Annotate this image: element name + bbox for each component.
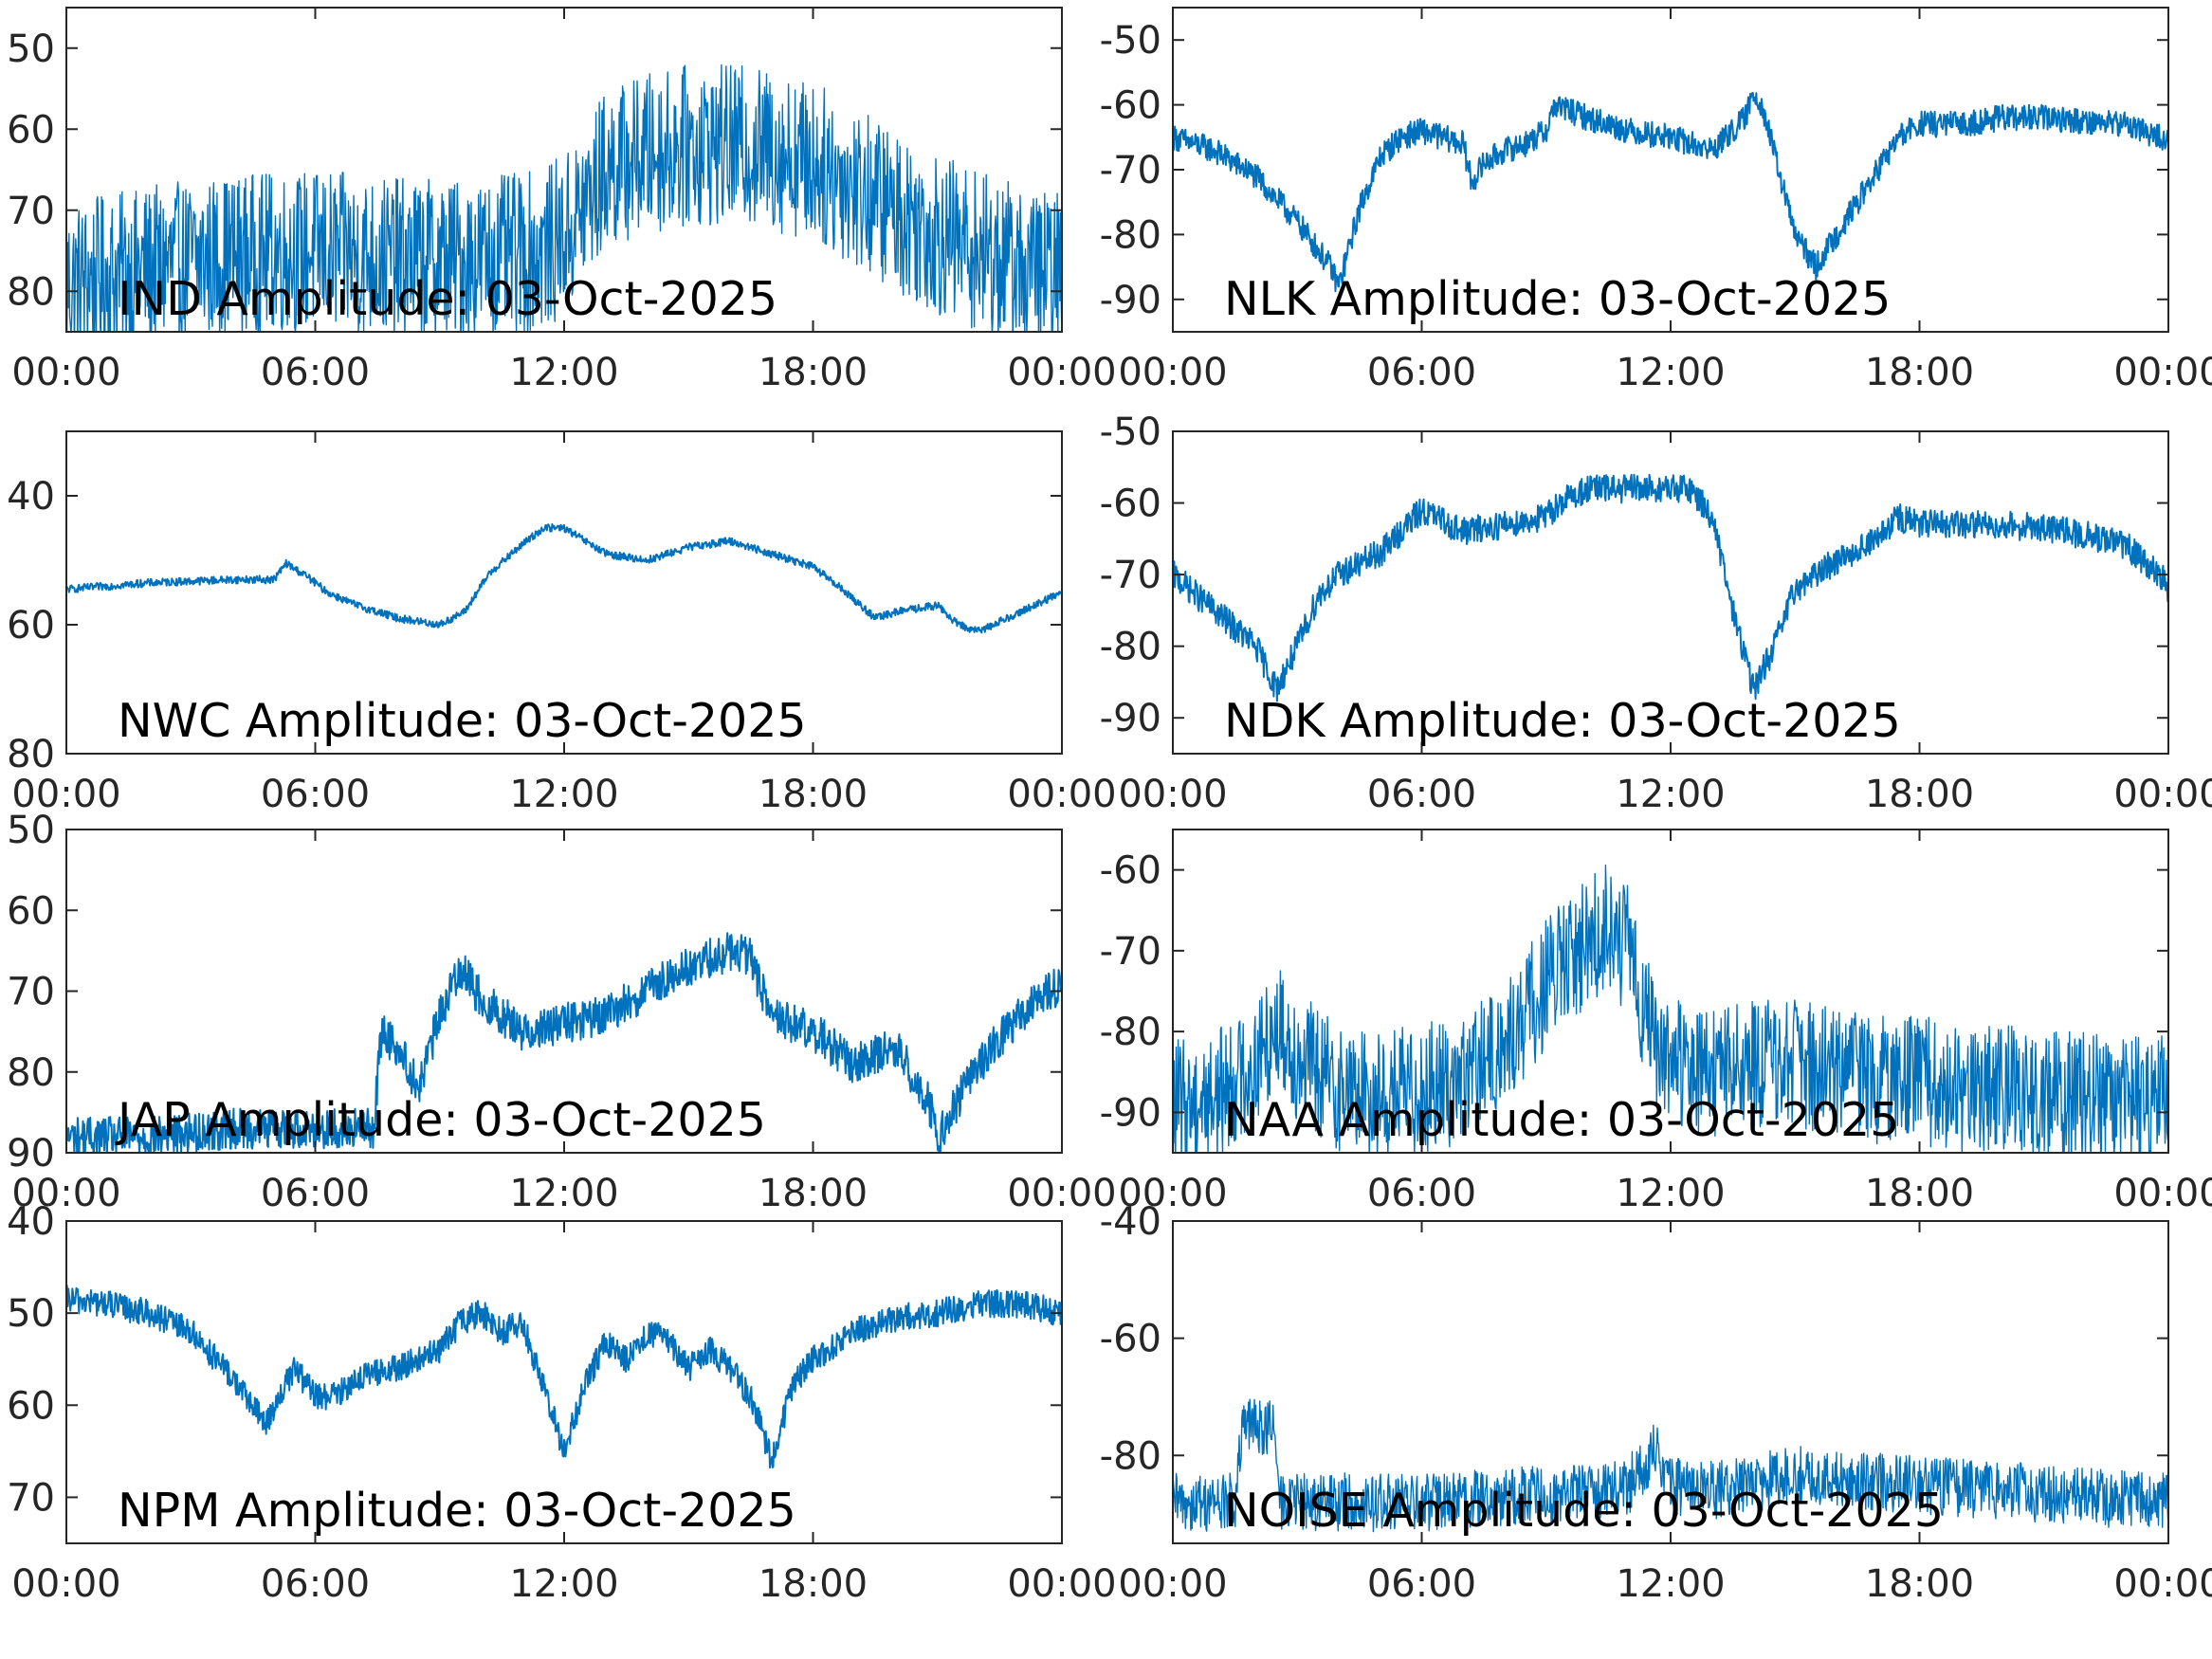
panel-title: NOISE Amplitude: 03-Oct-2025 (1224, 1484, 1944, 1538)
panel-0: 00:00 06:00 12:00 18:00 00:00 50 60 70 80 IND Amp… (7, 7, 1117, 394)
x-tick-label: 12:00 (1616, 1562, 1725, 1606)
x-tick-label: 06:00 (1367, 1562, 1476, 1606)
y-tick-label: -70 (1100, 149, 1161, 192)
y-tick-label: -80 (1100, 1011, 1161, 1054)
panel-2: 00:00 06:00 12:00 18:00 00:00 40 60 80 NWC Ampli… (7, 430, 1117, 816)
y-tick-label: -80 (1100, 626, 1161, 669)
y-tick-label: 60 (7, 108, 55, 152)
panel-7: 00:00 06:00 12:00 18:00 00:00 -40 -60 -80 NOISE … (1100, 1200, 2212, 1606)
x-tick-label: 12:00 (1616, 773, 1725, 816)
y-tick-label: 70 (7, 1476, 55, 1520)
x-tick-label: 00:00 (11, 773, 120, 816)
x-tick-label: 12:00 (509, 1172, 618, 1215)
y-tick-label: -60 (1100, 84, 1161, 128)
x-tick-label: 00:00 (1118, 351, 1227, 394)
x-tick-label: 18:00 (1865, 1562, 1974, 1606)
y-tick-label: 60 (7, 889, 55, 933)
x-tick-label: 12:00 (509, 773, 618, 816)
x-tick-label: 00:00 (1118, 1562, 1227, 1606)
series-line-noise (1173, 1398, 2168, 1533)
series-line-ndk (1173, 473, 2168, 702)
x-tick-label: 00:00 (1118, 1172, 1227, 1215)
y-tick-label: 50 (7, 27, 55, 71)
x-tick-label: 06:00 (261, 1172, 370, 1215)
series-line-npm (66, 1285, 1062, 1469)
x-tick-label: 00:00 (1118, 773, 1227, 816)
y-tick-label: 40 (7, 475, 55, 519)
x-tick-label: 18:00 (759, 1562, 868, 1606)
series-line-nwc (66, 523, 1062, 634)
panel-title: NLK Amplitude: 03-Oct-2025 (1224, 272, 1891, 326)
y-tick-label: 40 (7, 1200, 55, 1244)
panel-title: NDK Amplitude: 03-Oct-2025 (1224, 694, 1901, 748)
x-tick-label: 00:00 (1007, 1562, 1116, 1606)
panel-5: 00:00 06:00 12:00 18:00 00:00 -60 -70 -80 -90 NAA… (1100, 829, 2212, 1215)
y-tick-label: 80 (7, 733, 55, 776)
y-tick-label: 60 (7, 1384, 55, 1428)
x-tick-label: 18:00 (759, 351, 868, 394)
x-tick-label: 18:00 (759, 1172, 868, 1215)
series-line-naa (1173, 864, 2168, 1153)
y-tick-label: -60 (1100, 1318, 1161, 1361)
x-tick-label: 06:00 (261, 351, 370, 394)
y-tick-label: -50 (1100, 410, 1161, 454)
y-tick-label: -90 (1100, 279, 1161, 322)
x-tick-label: 18:00 (1865, 351, 1974, 394)
x-tick-label: 12:00 (1616, 1172, 1725, 1215)
x-tick-label: 06:00 (1367, 1172, 1476, 1215)
panel-title: NAA Amplitude: 03-Oct-2025 (1224, 1093, 1899, 1147)
x-tick-label: 18:00 (1865, 1172, 1974, 1215)
panel-1: 00:00 06:00 12:00 18:00 00:00 -50 -60 -70 -80 -90… (1100, 7, 2212, 394)
x-tick-label: 12:00 (509, 1562, 618, 1606)
x-tick-label: 00:00 (1007, 351, 1116, 394)
x-tick-label: 18:00 (759, 773, 868, 816)
panel-title: NPM Amplitude: 03-Oct-2025 (118, 1484, 796, 1538)
series-line-ind (66, 64, 1062, 332)
panel-title: JAP Amplitude: 03-Oct-2025 (115, 1093, 766, 1147)
x-tick-label: 00:00 (11, 1172, 120, 1215)
y-tick-label: 80 (7, 1051, 55, 1095)
y-tick-label: 80 (7, 270, 55, 314)
panel-title: IND Amplitude: 03-Oct-2025 (118, 272, 777, 326)
panel-title: NWC Amplitude: 03-Oct-2025 (118, 694, 807, 748)
panel-6: 00:00 06:00 12:00 18:00 00:00 40 50 60 70 NPM Amp… (7, 1200, 1117, 1606)
y-tick-label: -90 (1100, 1091, 1161, 1135)
y-tick-label: 70 (7, 971, 55, 1014)
x-tick-label: 00:00 (11, 351, 120, 394)
y-tick-label: -50 (1100, 19, 1161, 63)
x-tick-label: 00:00 (2113, 351, 2212, 394)
x-tick-label: 06:00 (1367, 351, 1476, 394)
series-line-nlk (1173, 92, 2168, 293)
x-tick-label: 06:00 (261, 1562, 370, 1606)
y-tick-label: -60 (1100, 483, 1161, 526)
x-tick-label: 00:00 (1007, 773, 1116, 816)
x-tick-label: 00:00 (2113, 1172, 2212, 1215)
x-tick-label: 00:00 (11, 1562, 120, 1606)
y-tick-label: 90 (7, 1132, 55, 1176)
x-tick-label: 12:00 (1616, 351, 1725, 394)
y-tick-label: -60 (1100, 849, 1161, 893)
panel-4: 00:00 06:00 12:00 18:00 00:00 50 60 70 80 90 JAP A… (7, 809, 1117, 1215)
x-tick-label: 00:00 (2113, 773, 2212, 816)
y-tick-label: 50 (7, 1292, 55, 1336)
x-tick-label: 12:00 (509, 351, 618, 394)
y-tick-label: -70 (1100, 930, 1161, 974)
y-tick-label: 70 (7, 190, 55, 233)
x-tick-label: 06:00 (261, 773, 370, 816)
y-tick-label: 60 (7, 604, 55, 647)
x-tick-label: 18:00 (1865, 773, 1974, 816)
series-line-jap (66, 932, 1062, 1153)
y-tick-label: -70 (1100, 554, 1161, 597)
y-tick-label: 50 (7, 809, 55, 852)
x-tick-label: 00:00 (2113, 1562, 2212, 1606)
y-tick-label: -90 (1100, 697, 1161, 740)
x-tick-label: 00:00 (1007, 1172, 1116, 1215)
y-tick-label: -80 (1100, 213, 1161, 257)
y-tick-label: -80 (1100, 1434, 1161, 1478)
y-tick-label: -40 (1100, 1200, 1161, 1244)
panel-3: 00:00 06:00 12:00 18:00 00:00 -50 -60 -70 -80 -90… (1100, 410, 2212, 816)
x-tick-label: 06:00 (1367, 773, 1476, 816)
